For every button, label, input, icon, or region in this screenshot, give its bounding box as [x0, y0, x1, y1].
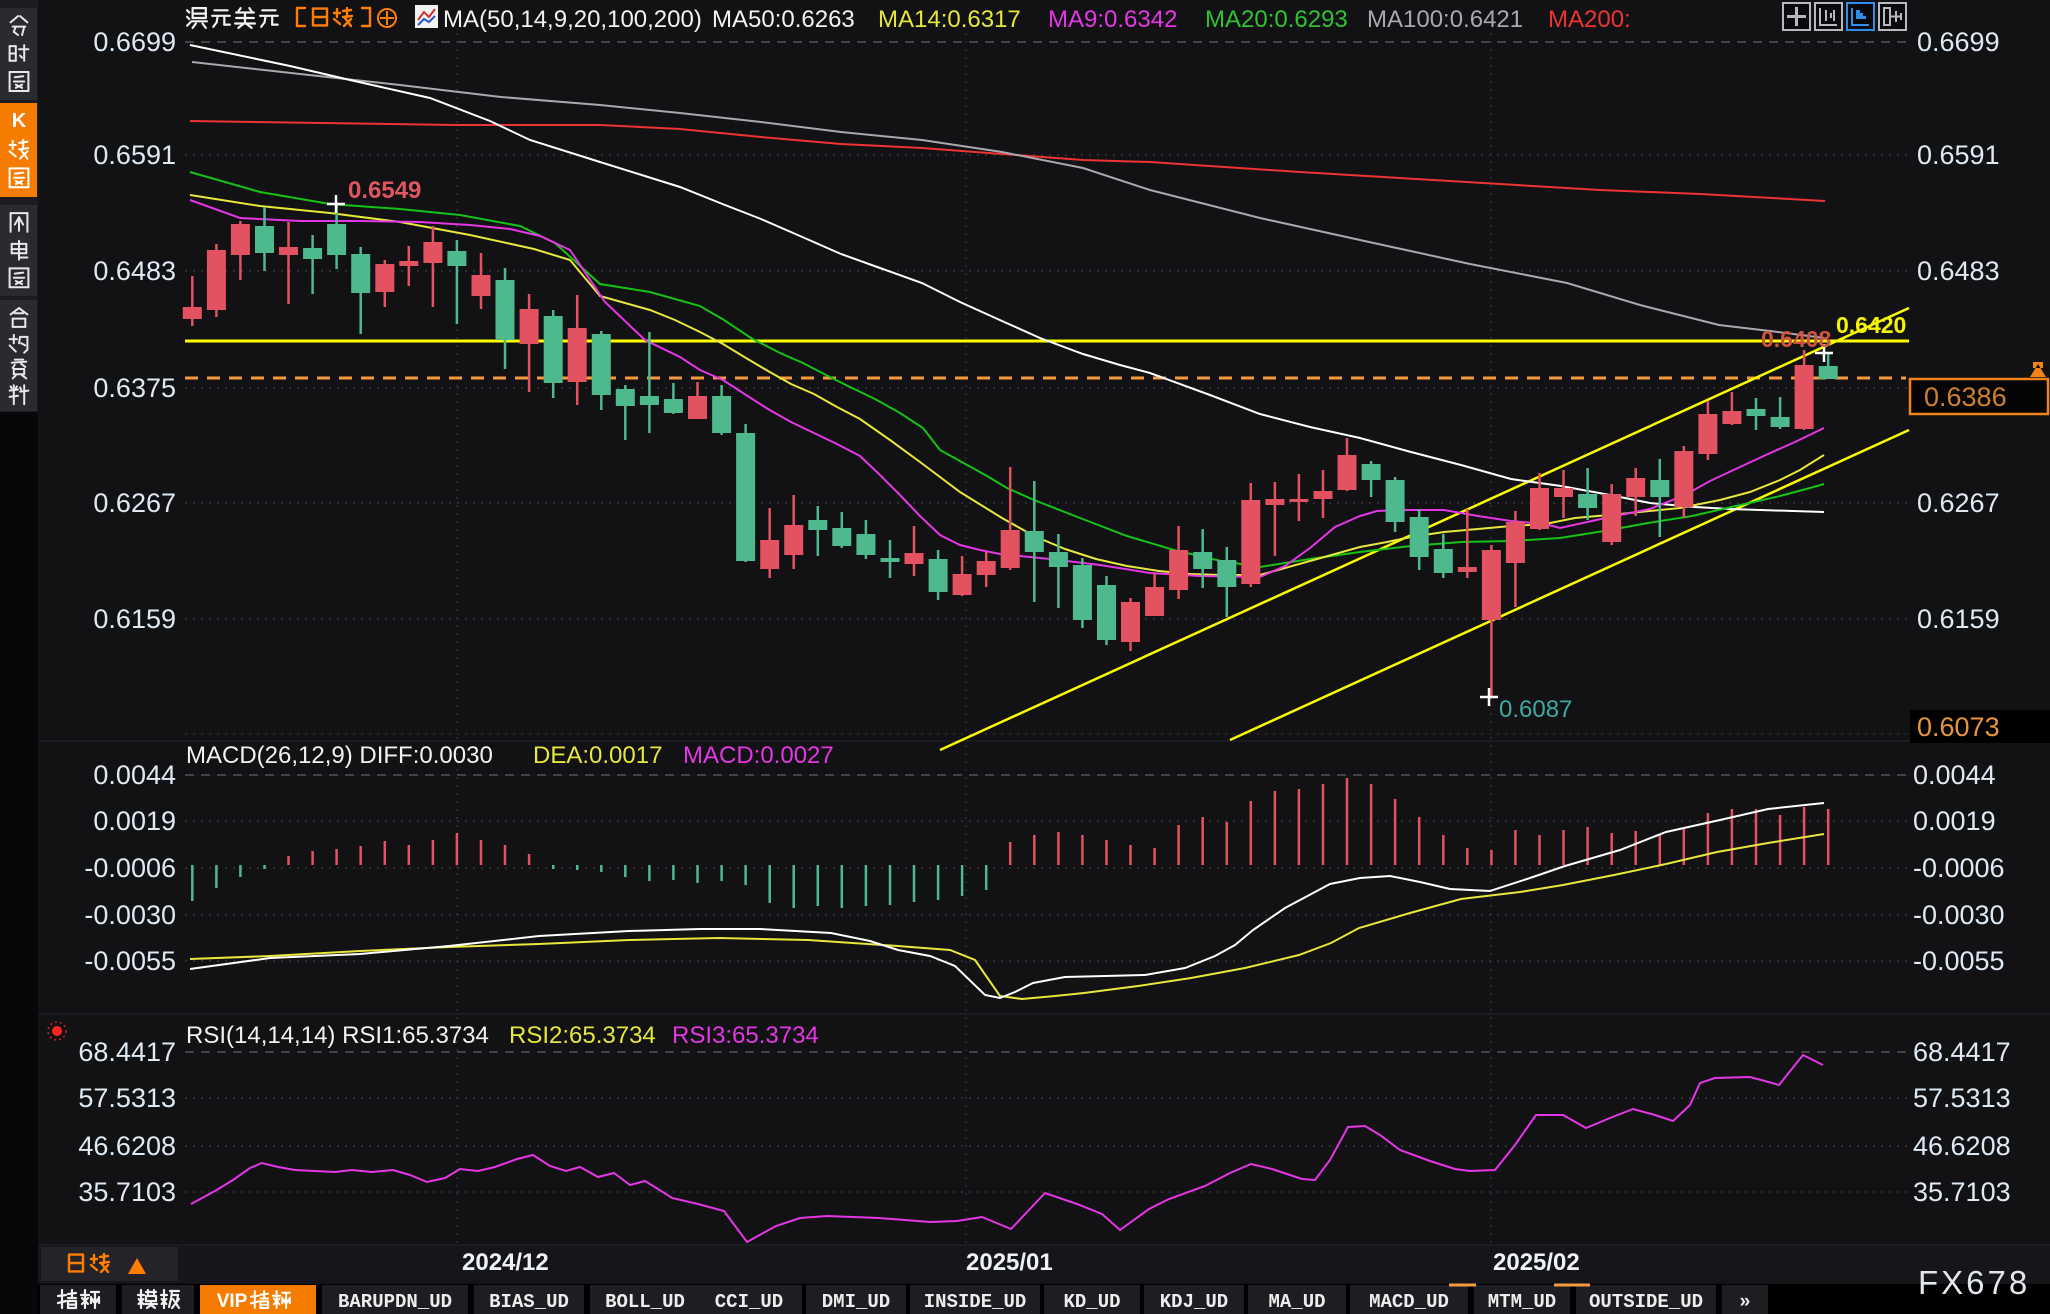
svg-text:68.4417: 68.4417 [78, 1037, 176, 1067]
svg-text:35.7103: 35.7103 [1913, 1177, 2011, 1207]
svg-text:0.6375: 0.6375 [93, 373, 176, 403]
svg-text:MA_UD: MA_UD [1268, 1291, 1325, 1313]
svg-text:-0.0055: -0.0055 [84, 946, 176, 976]
svg-text:CCI_UD: CCI_UD [715, 1291, 783, 1313]
svg-text:-0.0055: -0.0055 [1913, 946, 2005, 976]
svg-text:46.6208: 46.6208 [78, 1131, 176, 1161]
svg-text:2024/12: 2024/12 [462, 1249, 549, 1276]
svg-text:0.6159: 0.6159 [1917, 604, 2000, 634]
svg-text:46.6208: 46.6208 [1913, 1131, 2011, 1161]
svg-text:0.6159: 0.6159 [93, 604, 176, 634]
svg-text:0.6483: 0.6483 [93, 256, 176, 286]
svg-text:-0.0030: -0.0030 [1913, 900, 2005, 930]
svg-text:RSI(14,14,14) RSI1:65.3734: RSI(14,14,14) RSI1:65.3734 [186, 1022, 489, 1049]
svg-text:-0.0030: -0.0030 [84, 900, 176, 930]
svg-text:0.6267: 0.6267 [93, 488, 176, 518]
svg-text:0.6408: 0.6408 [1761, 326, 1832, 352]
svg-text:»: » [1739, 1291, 1750, 1313]
svg-text:DMI_UD: DMI_UD [822, 1291, 890, 1313]
svg-text:0.6386: 0.6386 [1924, 382, 2007, 412]
svg-text:0.6267: 0.6267 [1917, 488, 2000, 518]
svg-text:0.6483: 0.6483 [1917, 256, 2000, 286]
svg-text:MACD:0.0027: MACD:0.0027 [683, 742, 834, 769]
svg-text:0.6591: 0.6591 [1917, 140, 2000, 170]
svg-text:0.6549: 0.6549 [348, 177, 421, 204]
svg-text:MACD(26,12,9) DIFF:0.0030: MACD(26,12,9) DIFF:0.0030 [186, 742, 493, 769]
svg-text:MA50:0.6263: MA50:0.6263 [712, 6, 855, 33]
svg-text:0.6699: 0.6699 [93, 27, 176, 57]
svg-text:BOLL_UD: BOLL_UD [605, 1291, 685, 1313]
svg-text:0.6073: 0.6073 [1917, 712, 2000, 742]
svg-text:2025/02: 2025/02 [1493, 1249, 1580, 1276]
svg-text:MA200:: MA200: [1548, 6, 1631, 33]
svg-text:57.5313: 57.5313 [1913, 1083, 2011, 1113]
svg-text:KDJ_UD: KDJ_UD [1160, 1291, 1228, 1313]
svg-text:0.6087: 0.6087 [1499, 696, 1572, 723]
svg-text:0.0019: 0.0019 [93, 806, 176, 836]
svg-text:MA9:0.6342: MA9:0.6342 [1048, 6, 1177, 33]
svg-text:RSI2:65.3734: RSI2:65.3734 [509, 1022, 656, 1049]
svg-text:0.6591: 0.6591 [93, 140, 176, 170]
svg-text:0.0044: 0.0044 [1913, 760, 1996, 790]
svg-text:MA(50,14,9,20,100,200): MA(50,14,9,20,100,200) [443, 6, 702, 33]
svg-text:BIAS_UD: BIAS_UD [489, 1291, 569, 1313]
svg-text:RSI3:65.3734: RSI3:65.3734 [672, 1022, 819, 1049]
svg-text:OUTSIDE_UD: OUTSIDE_UD [1589, 1291, 1703, 1313]
svg-text:MACD_UD: MACD_UD [1369, 1291, 1449, 1313]
svg-text:MA14:0.6317: MA14:0.6317 [878, 6, 1021, 33]
svg-text:68.4417: 68.4417 [1913, 1037, 2011, 1067]
svg-text:2025/01: 2025/01 [966, 1249, 1053, 1276]
svg-text:BARUPDN_UD: BARUPDN_UD [338, 1291, 452, 1313]
svg-text:MA100:0.6421: MA100:0.6421 [1367, 6, 1523, 33]
svg-text:INSIDE_UD: INSIDE_UD [924, 1291, 1027, 1313]
svg-text:VIP: VIP [217, 1291, 248, 1312]
svg-text:-0.0006: -0.0006 [84, 853, 176, 883]
svg-text:0.0044: 0.0044 [93, 760, 176, 790]
svg-text:35.7103: 35.7103 [78, 1177, 176, 1207]
svg-text:0.6699: 0.6699 [1917, 27, 2000, 57]
svg-text:MTM_UD: MTM_UD [1488, 1291, 1556, 1313]
svg-text:KD_UD: KD_UD [1063, 1291, 1120, 1313]
svg-text:K: K [12, 110, 27, 132]
svg-text:-0.0006: -0.0006 [1913, 853, 2005, 883]
svg-text:0.6420: 0.6420 [1836, 312, 1906, 338]
svg-text:0.0019: 0.0019 [1913, 806, 1996, 836]
svg-text:DEA:0.0017: DEA:0.0017 [533, 742, 662, 769]
svg-text:57.5313: 57.5313 [78, 1083, 176, 1113]
svg-text:FX678: FX678 [1918, 1264, 2030, 1301]
svg-text:MA20:0.6293: MA20:0.6293 [1205, 6, 1348, 33]
